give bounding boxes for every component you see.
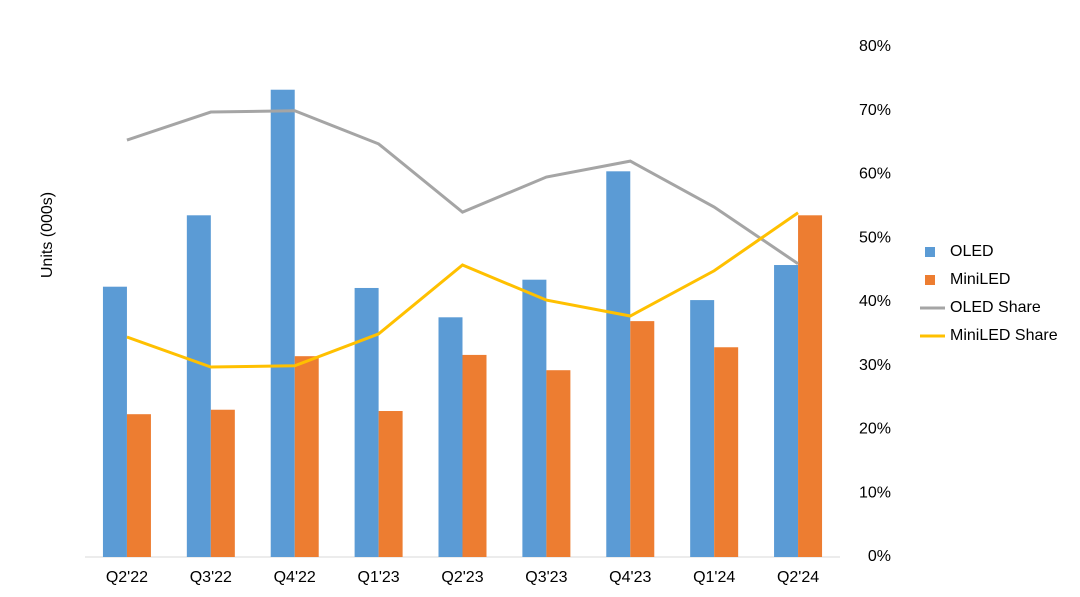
bar: [690, 300, 715, 557]
y2-tick-label: 80%: [859, 38, 891, 55]
y2-tick-label: 50%: [859, 229, 891, 246]
x-tick-label: Q1'23: [358, 569, 400, 586]
x-tick-label: Q3'22: [190, 569, 232, 586]
bar: [354, 287, 379, 557]
bar: [630, 321, 655, 557]
y2-tick-label: 40%: [859, 293, 891, 310]
bar: [438, 317, 463, 557]
line: [126, 109, 799, 265]
x-tick-label: Q1'24: [693, 569, 735, 586]
y2-tick-label: 60%: [859, 166, 891, 183]
bar: [798, 215, 823, 558]
legend-label: OLED Share: [950, 299, 1041, 316]
line: [126, 211, 799, 369]
x-tick-label: Q4'23: [609, 569, 651, 586]
y2-tick-label: 30%: [859, 357, 891, 374]
y2-tick-label: 10%: [859, 484, 891, 501]
bar: [102, 286, 127, 557]
y2-tick-label: 20%: [859, 421, 891, 438]
bar: [522, 279, 547, 557]
bar: [546, 370, 571, 557]
legend-label: MiniLED Share: [950, 327, 1058, 344]
y2-tick-label: 0%: [868, 548, 891, 565]
bar: [126, 414, 151, 557]
bar: [294, 356, 319, 557]
bar: [606, 171, 631, 557]
x-tick-label: Q4'22: [274, 569, 316, 586]
bar: [210, 409, 235, 557]
bar: [270, 89, 295, 558]
bar: [186, 215, 211, 558]
legend-label: OLED: [950, 243, 994, 260]
bar: [462, 354, 487, 557]
y2-tick-label: 70%: [859, 102, 891, 119]
y-axis-label: Units (000s): [39, 192, 56, 278]
bar: [714, 347, 739, 557]
x-tick-label: Q2'24: [777, 569, 819, 586]
x-tick-label: Q3'23: [525, 569, 567, 586]
legend-swatch: [925, 275, 935, 285]
bar: [378, 411, 403, 557]
legend-label: MiniLED: [950, 271, 1010, 288]
legend-swatch: [925, 247, 935, 257]
x-tick-label: Q2'22: [106, 569, 148, 586]
bar: [774, 265, 799, 557]
x-tick-label: Q2'23: [441, 569, 483, 586]
